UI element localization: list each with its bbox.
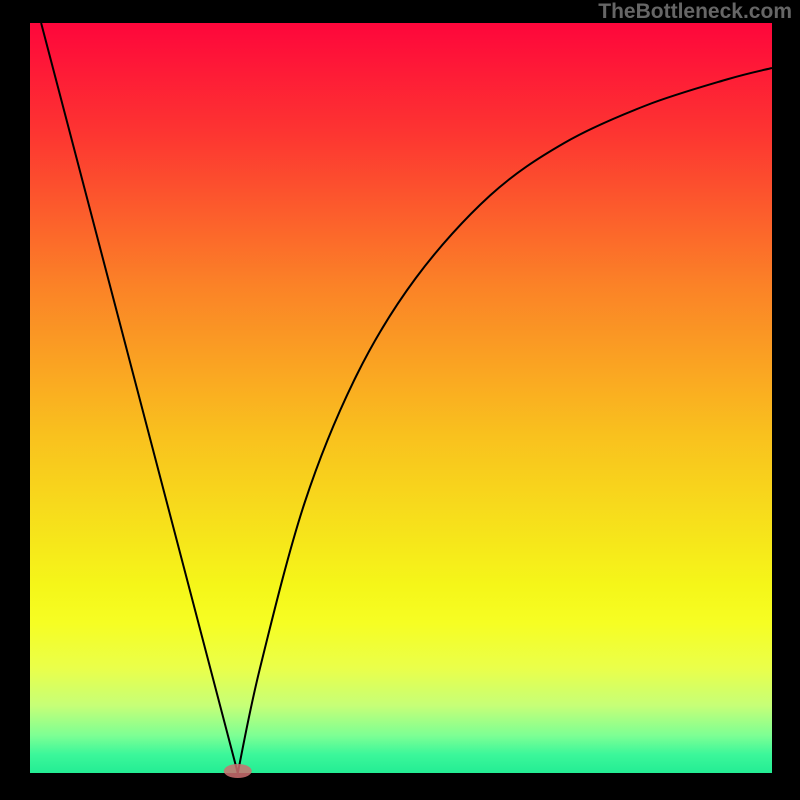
plot-background — [30, 23, 772, 773]
chart-container: TheBottleneck.com — [0, 0, 800, 800]
bottleneck-chart-svg — [0, 0, 800, 800]
optimal-point-marker — [224, 764, 252, 778]
watermark-text: TheBottleneck.com — [598, 0, 792, 24]
